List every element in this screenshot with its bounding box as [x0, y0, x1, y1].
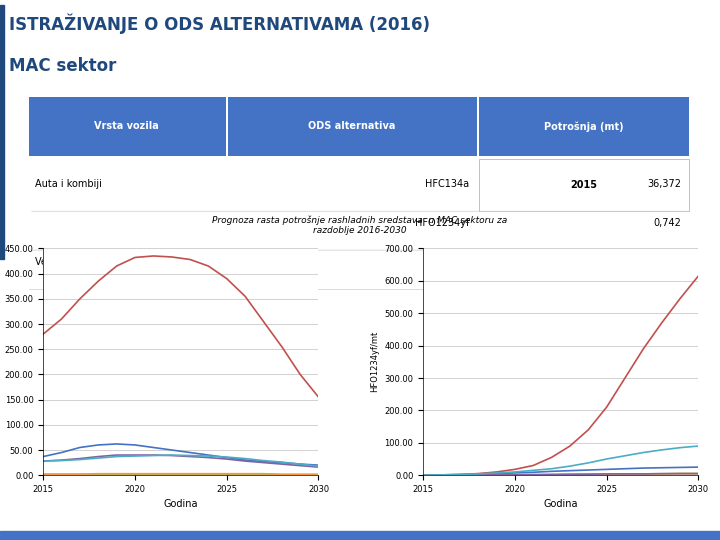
Bar [228, 97, 477, 156]
Text: HFO1234yf: HFO1234yf [415, 218, 469, 228]
Text: HFC134a: HFC134a [426, 256, 469, 267]
Text: Prognoza rasta potrošnje rashladnih sredstava  u MAC sektoru za
razdoblje 2016-2: Prognoza rasta potrošnje rashladnih sred… [212, 215, 508, 235]
Y-axis label: HFO1234yf/mt: HFO1234yf/mt [370, 331, 379, 393]
Text: HFC134a: HFC134a [426, 179, 469, 189]
Text: 3,584: 3,584 [654, 256, 681, 267]
Bar [480, 159, 689, 211]
Text: 0,742: 0,742 [653, 218, 681, 228]
Bar [480, 97, 689, 156]
Text: 2015: 2015 [570, 180, 598, 190]
Text: ODS alternativa: ODS alternativa [308, 122, 396, 131]
Text: ISTRAŽIVANJE O ODS ALTERNATIVAMA (2016): ISTRAŽIVANJE O ODS ALTERNATIVAMA (2016) [9, 14, 430, 34]
X-axis label: Godina: Godina [544, 500, 578, 509]
Text: MAC sektor: MAC sektor [9, 57, 116, 75]
Text: Potrošnja (mt): Potrošnja (mt) [544, 121, 624, 132]
Text: Velika vozila: Velika vozila [35, 256, 96, 267]
Text: Vrsta vozila: Vrsta vozila [94, 122, 159, 131]
Bar [29, 97, 225, 156]
Text: Auta i kombiji: Auta i kombiji [35, 179, 102, 189]
Text: 36,372: 36,372 [647, 179, 681, 189]
X-axis label: Godina: Godina [163, 500, 198, 509]
